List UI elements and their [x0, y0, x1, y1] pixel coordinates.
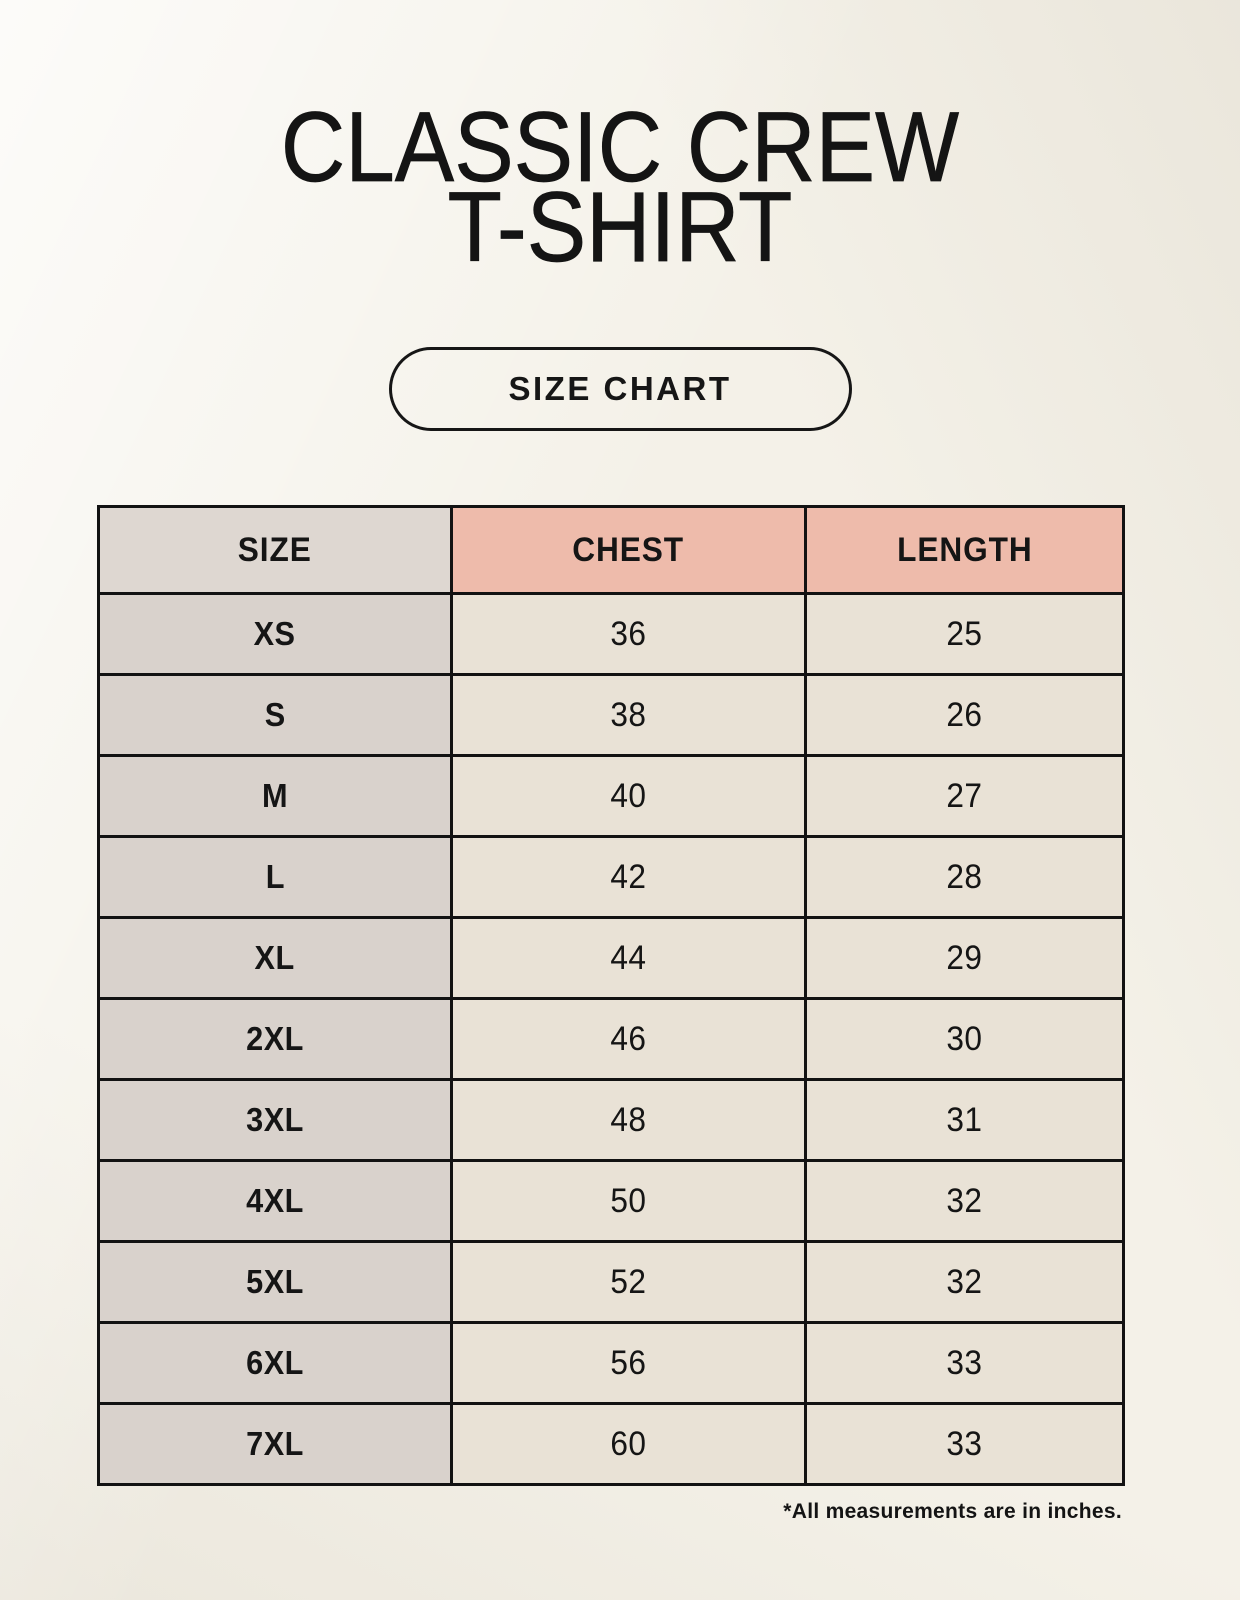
- header-cell-size: SIZE: [97, 505, 453, 595]
- size-table: SIZE CHEST LENGTH XS 36 25 S 38 26 M: [97, 505, 1125, 1486]
- chest-cell: 44: [450, 916, 807, 1000]
- size-cell: 7XL: [97, 1402, 453, 1486]
- chest-cell: 38: [450, 673, 807, 757]
- size-cell: XL: [97, 916, 453, 1000]
- length-cell: 28: [804, 835, 1125, 919]
- header-label-length: LENGTH: [896, 530, 1033, 569]
- length-cell: 32: [804, 1240, 1125, 1324]
- length-cell: 32: [804, 1159, 1125, 1243]
- chest-cell: 36: [450, 592, 807, 676]
- size-chart-button-label: SIZE CHART: [508, 370, 732, 407]
- header-label-chest: CHEST: [572, 530, 685, 569]
- table-row-l: L 42 28: [97, 835, 1125, 919]
- size-cell: XS: [97, 592, 453, 676]
- page-title: CLASSIC CREW T-SHIRT: [62, 0, 1178, 282]
- length-cell: 25: [804, 592, 1125, 676]
- size-chart-button[interactable]: SIZE CHART: [388, 347, 852, 431]
- chest-cell: 42: [450, 835, 807, 919]
- length-cell: 33: [804, 1321, 1125, 1405]
- chest-cell: 56: [450, 1321, 807, 1405]
- size-cell: 6XL: [97, 1321, 453, 1405]
- table-row-7xl: 7XL 60 33: [97, 1402, 1125, 1486]
- table-row-4xl: 4XL 50 32: [97, 1159, 1125, 1243]
- table-row-xs: XS 36 25: [97, 592, 1125, 676]
- table-row-m: M 40 27: [97, 754, 1125, 838]
- table-header-row: SIZE CHEST LENGTH: [97, 505, 1125, 595]
- size-cell: 3XL: [97, 1078, 453, 1162]
- chest-cell: 46: [450, 997, 807, 1081]
- table-row-2xl: 2XL 46 30: [97, 997, 1125, 1081]
- table-row-5xl: 5XL 52 32: [97, 1240, 1125, 1324]
- header-cell-chest: CHEST: [450, 505, 807, 595]
- header-cell-length: LENGTH: [804, 505, 1125, 595]
- chest-cell: 40: [450, 754, 807, 838]
- size-cell: 2XL: [97, 997, 453, 1081]
- page-title-line-1: CLASSIC CREW: [280, 91, 960, 202]
- length-cell: 29: [804, 916, 1125, 1000]
- chest-cell: 60: [450, 1402, 807, 1486]
- length-cell: 33: [804, 1402, 1125, 1486]
- length-cell: 31: [804, 1078, 1125, 1162]
- page-title-line-2: T-SHIRT: [447, 171, 793, 282]
- size-table-container: SIZE CHEST LENGTH XS 36 25 S 38 26 M: [97, 505, 1125, 1486]
- table-row-3xl: 3XL 48 31: [97, 1078, 1125, 1162]
- size-cell: 5XL: [97, 1240, 453, 1324]
- length-cell: 30: [804, 997, 1125, 1081]
- size-cell: M: [97, 754, 453, 838]
- length-cell: 27: [804, 754, 1125, 838]
- table-row-s: S 38 26: [97, 673, 1125, 757]
- measurements-footnote: *All measurements are in inches.: [783, 1500, 1122, 1523]
- size-cell: L: [97, 835, 453, 919]
- table-row-xl: XL 44 29: [97, 916, 1125, 1000]
- size-cell: S: [97, 673, 453, 757]
- chest-cell: 48: [450, 1078, 807, 1162]
- table-row-6xl: 6XL 56 33: [97, 1321, 1125, 1405]
- size-cell: 4XL: [97, 1159, 453, 1243]
- header-label-size: SIZE: [237, 530, 312, 569]
- chest-cell: 52: [450, 1240, 807, 1324]
- length-cell: 26: [804, 673, 1125, 757]
- chest-cell: 50: [450, 1159, 807, 1243]
